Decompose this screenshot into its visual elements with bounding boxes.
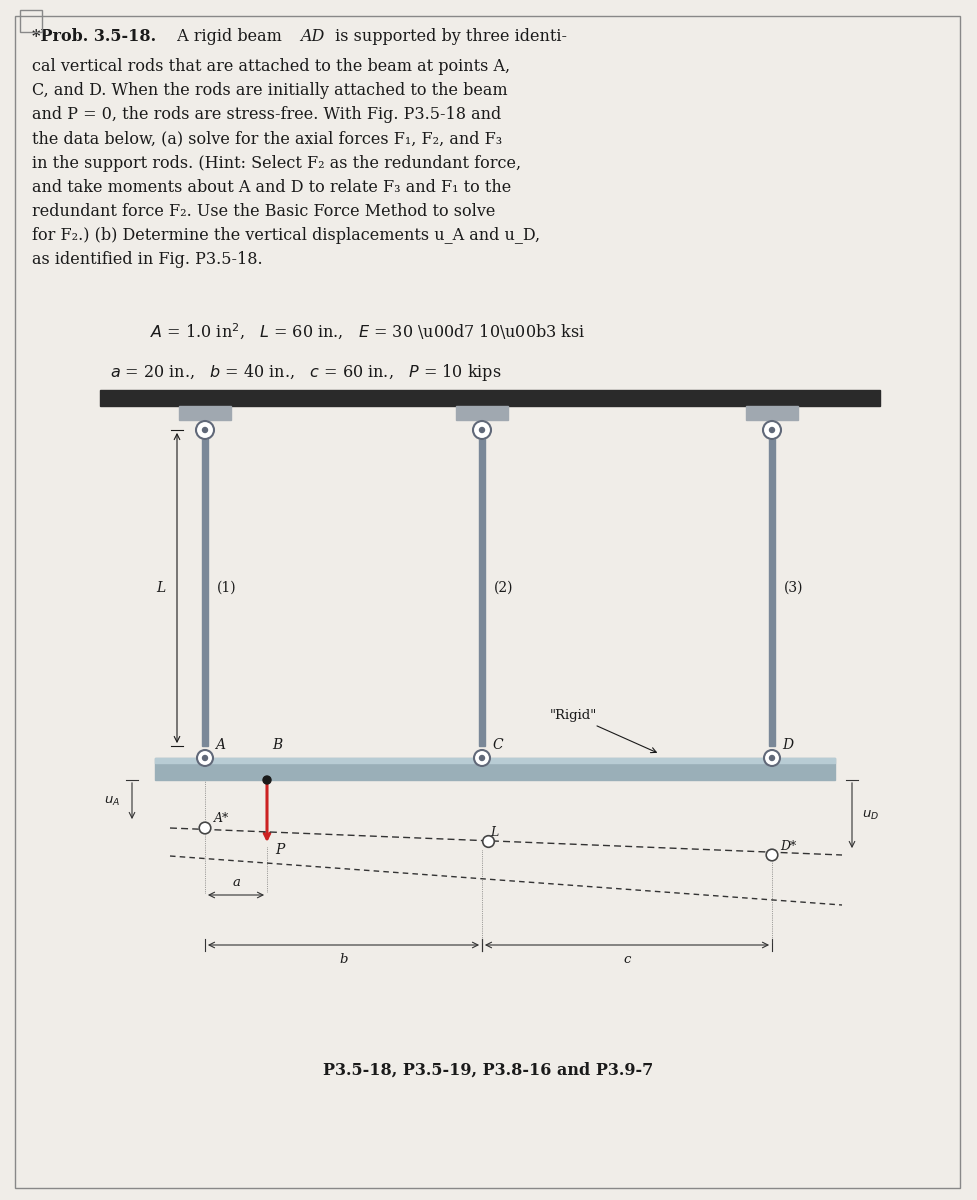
Circle shape — [474, 750, 490, 766]
Text: D*: D* — [780, 840, 796, 853]
Circle shape — [770, 756, 775, 761]
Circle shape — [483, 835, 494, 847]
Text: A*: A* — [214, 812, 230, 826]
Text: (2): (2) — [494, 581, 514, 595]
Bar — [202, 430, 208, 746]
Circle shape — [473, 421, 491, 439]
Bar — [480, 430, 485, 746]
Circle shape — [197, 750, 213, 766]
Text: b: b — [339, 953, 348, 966]
Text: L: L — [490, 827, 498, 840]
Text: P3.5-18, P3.5-19, P3.8-16 and P3.9-7: P3.5-18, P3.5-19, P3.8-16 and P3.9-7 — [323, 1062, 654, 1079]
Circle shape — [480, 756, 485, 761]
Circle shape — [196, 421, 214, 439]
Text: C: C — [492, 738, 502, 752]
Text: A rigid beam: A rigid beam — [172, 28, 287, 44]
Text: c: c — [623, 953, 631, 966]
Text: A: A — [215, 738, 225, 752]
Text: "Rigid": "Rigid" — [550, 709, 657, 752]
Circle shape — [202, 756, 207, 761]
Bar — [769, 430, 775, 746]
Circle shape — [480, 427, 485, 432]
Text: (3): (3) — [784, 581, 803, 595]
Circle shape — [199, 822, 211, 834]
Text: P: P — [275, 842, 284, 857]
Circle shape — [766, 850, 778, 860]
Text: *Prob. 3.5-18.: *Prob. 3.5-18. — [32, 28, 156, 44]
Text: is supported by three identi-: is supported by three identi- — [330, 28, 567, 44]
Bar — [20, 10, 42, 32]
Text: AD: AD — [300, 28, 324, 44]
Text: $a$ = 20 in.,   $b$ = 40 in.,   $c$ = 60 in.,   $P$ = 10 kips: $a$ = 20 in., $b$ = 40 in., $c$ = 60 in.… — [110, 362, 501, 383]
Bar — [155, 758, 835, 763]
Bar — [456, 406, 508, 420]
Bar — [179, 406, 231, 420]
Bar — [155, 758, 835, 780]
Text: (1): (1) — [217, 581, 236, 595]
Text: B: B — [272, 738, 282, 752]
Circle shape — [263, 776, 271, 784]
Bar — [746, 406, 798, 420]
Text: $A$ = 1.0 in$^2$,   $L$ = 60 in.,   $E$ = 30 \u00d7 10\u00b3 ksi: $A$ = 1.0 in$^2$, $L$ = 60 in., $E$ = 30… — [150, 322, 585, 342]
Text: $u_D$: $u_D$ — [862, 809, 879, 822]
Text: L: L — [155, 581, 165, 595]
Circle shape — [764, 750, 780, 766]
Text: D: D — [782, 738, 793, 752]
Text: a: a — [233, 876, 240, 889]
Text: cal vertical rods that are attached to the beam at points A,
C, and D. When the : cal vertical rods that are attached to t… — [32, 58, 540, 269]
Text: $u_A$: $u_A$ — [104, 794, 120, 808]
Circle shape — [202, 427, 207, 432]
Bar — [100, 390, 880, 406]
Circle shape — [770, 427, 775, 432]
Circle shape — [763, 421, 781, 439]
